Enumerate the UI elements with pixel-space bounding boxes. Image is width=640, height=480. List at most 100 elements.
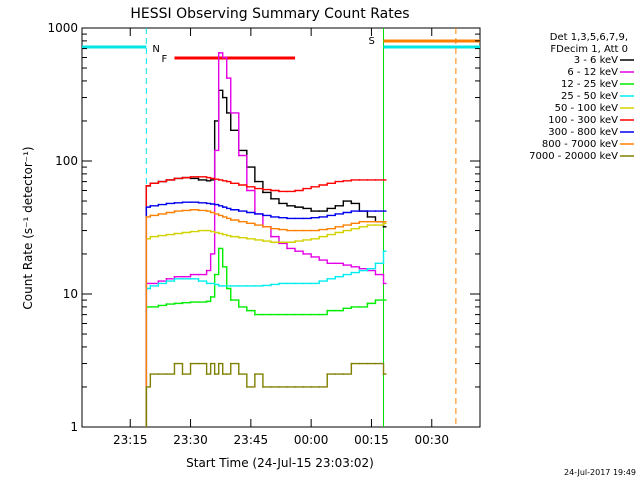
data-point (205, 269, 208, 272)
data-point (382, 210, 385, 212)
data-point (326, 278, 329, 280)
data-point (254, 285, 256, 287)
data-point (209, 253, 212, 255)
data-point (270, 235, 272, 238)
data-point (310, 216, 312, 219)
data-point (334, 262, 337, 265)
data-point (350, 222, 353, 225)
data-point (197, 301, 200, 303)
data-point (350, 306, 353, 308)
data-point (382, 179, 385, 181)
data-point (254, 373, 256, 375)
flare-label: F (161, 54, 167, 65)
data-point (318, 280, 320, 282)
x-tick-label: 23:30 (173, 433, 208, 447)
data-point (326, 227, 329, 230)
data-point (221, 216, 224, 218)
data-point (181, 301, 184, 304)
data-point (318, 386, 320, 388)
data-point (209, 282, 212, 285)
data-point (382, 220, 385, 223)
data-point (358, 362, 361, 365)
data-point (197, 209, 200, 212)
data-point (326, 207, 329, 210)
data-point (221, 179, 224, 182)
data-point (237, 306, 240, 308)
data-point (358, 267, 361, 270)
data-point (310, 185, 312, 188)
data-point (302, 386, 304, 388)
data-point (350, 202, 353, 205)
data-point (189, 301, 192, 303)
data-point (246, 185, 248, 188)
series-line-9 (145, 362, 387, 427)
data-point (286, 205, 288, 207)
data-point (209, 230, 212, 233)
data-point (205, 373, 208, 375)
data-point (197, 229, 200, 232)
data-point (197, 362, 200, 365)
data-point (302, 229, 304, 232)
data-point (286, 282, 288, 285)
data-point (149, 205, 152, 207)
data-point (209, 362, 212, 365)
data-point (205, 202, 208, 205)
data-point (334, 180, 337, 183)
data-point (181, 209, 184, 212)
x-tick-label: 00:30 (414, 433, 449, 447)
data-point (374, 220, 377, 223)
y-axis-label: Count Rate (s⁻¹ detector⁻¹) (21, 146, 35, 309)
legend-header: FDecim 1, Att 0 (550, 44, 628, 55)
data-point (286, 217, 288, 220)
data-point (217, 285, 220, 287)
data-point (310, 256, 312, 258)
data-point (342, 179, 345, 182)
x-axis-label: Start Time (24-Jul-15 23:03:02) (186, 456, 374, 470)
data-point (262, 188, 264, 191)
data-point (217, 52, 220, 54)
data-point (165, 179, 168, 181)
data-point (246, 285, 248, 287)
data-point (262, 191, 264, 194)
data-point (229, 362, 232, 365)
data-point (334, 213, 337, 215)
data-point (270, 241, 272, 244)
data-point (225, 217, 228, 220)
data-point (294, 229, 296, 232)
data-point (310, 238, 312, 240)
data-point (246, 189, 248, 192)
data-point (302, 282, 304, 285)
series-line-8 (145, 209, 387, 427)
data-point (374, 262, 377, 265)
data-point (326, 233, 329, 236)
data-point (165, 303, 168, 305)
legend-label: 6 - 12 keV (567, 67, 618, 78)
legend-label: 800 - 7000 keV (542, 139, 618, 150)
chart-title: HESSI Observing Summary Count Rates (130, 6, 409, 22)
data-point (213, 203, 216, 206)
data-point (189, 208, 192, 211)
data-point (217, 247, 220, 250)
data-point (225, 112, 228, 114)
data-point (181, 176, 184, 179)
data-point (189, 362, 192, 365)
data-point (229, 112, 232, 114)
legend-header: Det 1,3,5,6,7,9, (550, 32, 628, 43)
data-point (318, 259, 320, 261)
data-point (221, 96, 224, 99)
data-point (278, 190, 280, 193)
data-point (270, 283, 272, 286)
data-point (209, 211, 212, 214)
data-point (270, 216, 272, 218)
night-label: N (152, 44, 159, 55)
data-point (197, 179, 200, 181)
data-point (205, 210, 208, 212)
data-point (302, 253, 304, 255)
data-point (145, 185, 148, 187)
data-point (318, 184, 320, 186)
data-point (181, 373, 184, 375)
data-point (229, 182, 232, 185)
data-point (326, 262, 329, 265)
data-point (318, 216, 320, 218)
